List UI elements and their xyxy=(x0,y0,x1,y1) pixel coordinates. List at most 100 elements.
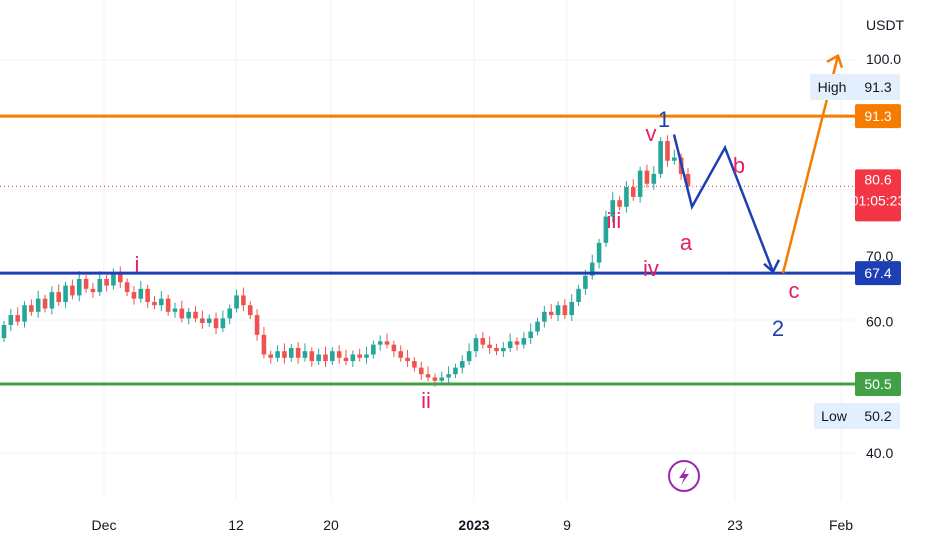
candle xyxy=(63,285,68,302)
y-tick-label: 70.0 xyxy=(866,248,893,264)
candle xyxy=(241,295,246,306)
candle xyxy=(206,318,212,323)
candle xyxy=(501,347,506,352)
level-badge xyxy=(855,372,901,397)
candles xyxy=(1,135,691,387)
y-tick-label: 60.0 xyxy=(866,314,893,330)
candle xyxy=(234,295,239,309)
candle xyxy=(357,354,362,358)
countdown-label: 01:05:23 xyxy=(851,192,906,208)
wave-label: iv xyxy=(643,256,659,281)
candle xyxy=(179,308,185,319)
x-axis: Dec 12 20 2023 9 23 Feb xyxy=(92,517,854,533)
x-tick-label: 20 xyxy=(323,517,339,533)
candle xyxy=(295,347,301,358)
candle xyxy=(49,292,55,309)
candle xyxy=(562,305,568,316)
candle xyxy=(637,170,643,197)
candle xyxy=(282,351,287,358)
candle xyxy=(542,311,547,322)
candle xyxy=(596,242,602,263)
candle xyxy=(391,344,397,352)
candle xyxy=(425,374,431,378)
candle xyxy=(220,318,226,329)
candle xyxy=(213,318,219,329)
wave-label: b xyxy=(733,153,745,178)
candle xyxy=(76,278,82,296)
candle xyxy=(165,298,171,312)
candle xyxy=(466,351,472,362)
candle xyxy=(665,141,670,161)
candle xyxy=(507,341,513,348)
high-tag-value: 91.3 xyxy=(864,79,891,95)
candle xyxy=(159,298,164,306)
candle xyxy=(624,187,629,207)
candle xyxy=(576,288,581,302)
candle xyxy=(398,351,404,358)
candle xyxy=(480,338,486,345)
candle xyxy=(459,361,465,368)
candle xyxy=(521,338,527,345)
candle xyxy=(35,298,41,312)
wave-label: a xyxy=(680,230,693,255)
candle xyxy=(432,377,438,381)
candle xyxy=(254,315,260,335)
candle xyxy=(630,187,636,197)
wave-label: iii xyxy=(607,208,622,233)
candle xyxy=(439,377,445,381)
blue-wave-projection xyxy=(672,134,775,273)
x-tick-label: 12 xyxy=(228,517,244,533)
candle xyxy=(111,274,116,286)
level-badge-label: 50.5 xyxy=(864,376,891,392)
grid xyxy=(0,0,855,500)
lightning-icon[interactable] xyxy=(668,460,700,492)
candle xyxy=(658,141,663,174)
candle xyxy=(193,311,198,319)
candle xyxy=(131,292,137,299)
price-levels xyxy=(0,114,855,386)
candle xyxy=(610,200,616,217)
high-tag xyxy=(810,74,900,100)
candle xyxy=(145,288,150,302)
level-badge-label: 67.4 xyxy=(864,265,891,281)
wave-label: ii xyxy=(421,388,431,413)
blue-arrow-head xyxy=(763,259,781,274)
candle xyxy=(651,173,657,184)
candle xyxy=(535,321,540,332)
currency-label: USDT xyxy=(866,17,905,33)
level-badge xyxy=(855,104,901,129)
candle xyxy=(371,344,376,355)
candle xyxy=(548,311,554,316)
candle xyxy=(172,308,178,312)
candle xyxy=(528,331,533,339)
candle xyxy=(309,351,315,362)
y-axis: 100.0 70.0 60.0 40.0 xyxy=(866,51,901,461)
x-tick-label: 23 xyxy=(727,517,743,533)
candle xyxy=(83,278,89,289)
low-tag-value: 50.2 xyxy=(864,408,891,424)
candle xyxy=(268,354,274,358)
candle xyxy=(555,305,561,316)
candle xyxy=(316,354,321,362)
candle xyxy=(418,367,424,375)
candle xyxy=(138,288,144,299)
candle xyxy=(117,274,123,283)
candle xyxy=(685,173,691,187)
candle xyxy=(8,315,14,325)
candle xyxy=(453,367,458,375)
candle xyxy=(1,324,7,339)
y-tick-label: 40.0 xyxy=(866,445,893,461)
candle xyxy=(152,301,157,306)
x-tick-label: Feb xyxy=(829,517,853,533)
candle xyxy=(377,341,383,345)
candle xyxy=(15,315,20,322)
candle xyxy=(617,200,622,207)
candle xyxy=(247,305,253,316)
candle xyxy=(186,311,191,319)
candle xyxy=(603,216,609,243)
candle xyxy=(42,298,48,309)
candle xyxy=(446,374,451,378)
x-tick-label: Dec xyxy=(92,517,117,533)
candle xyxy=(384,341,390,345)
